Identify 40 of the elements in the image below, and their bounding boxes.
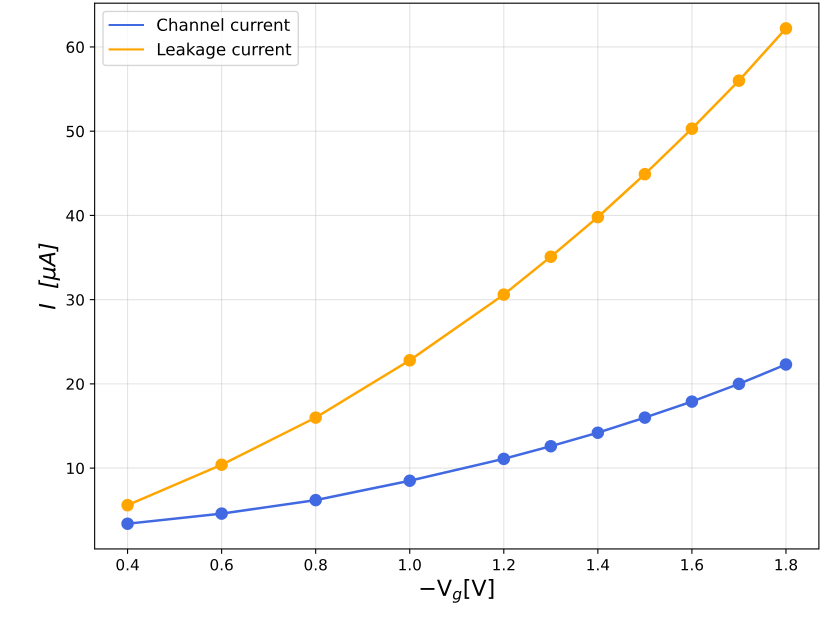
point (592, 210, 604, 224)
point (121, 517, 134, 530)
point (309, 494, 322, 506)
point (686, 122, 698, 135)
x-tick-label: 1.0 (399, 558, 421, 571)
point (215, 507, 228, 520)
legend-label: Channel current (157, 18, 290, 32)
x-tick-label: 0.8 (304, 558, 327, 571)
y-axis-title: I [μA] (38, 243, 60, 310)
point (544, 250, 558, 263)
x-tick-label: 1.4 (587, 559, 610, 570)
point (498, 452, 510, 466)
y-tick-label: 10 (67, 462, 84, 474)
point (638, 168, 652, 180)
point (638, 411, 652, 424)
point (686, 395, 698, 408)
point (309, 411, 322, 424)
point (592, 426, 604, 439)
point (403, 354, 416, 367)
x-tick-label: 1.8 (775, 558, 798, 571)
x-tick-label: 1.6 (681, 558, 704, 571)
point (732, 378, 746, 390)
legend-label: Leakage current (158, 42, 292, 59)
x-axis-title: −V$_{g}$[V] (420, 579, 494, 603)
y-tick-label: 60 (66, 41, 84, 53)
y-tick-label: 40 (66, 210, 84, 222)
y-tick-label: 50 (66, 126, 84, 138)
point (780, 22, 792, 35)
x-tick-label: 1.2 (493, 558, 514, 570)
point (544, 440, 558, 452)
point (498, 288, 510, 301)
x-tick-label: 0.6 (210, 558, 233, 571)
point (215, 458, 228, 471)
x-tick-label: 0.4 (116, 558, 139, 571)
point (780, 358, 792, 371)
y-tick-label: 20 (66, 378, 84, 390)
point (732, 74, 746, 87)
point (403, 474, 416, 487)
point (121, 498, 134, 512)
y-tick-label: 30 (66, 294, 84, 306)
